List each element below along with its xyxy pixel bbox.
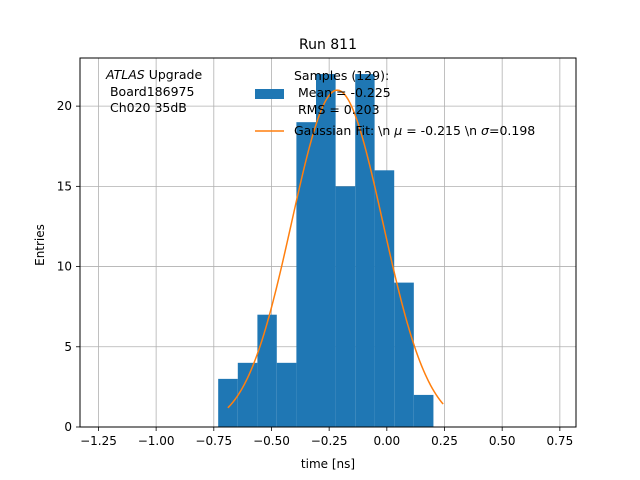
x-tick-label: −0.75 [195, 434, 232, 448]
histogram-bar [413, 394, 434, 427]
fit-label-mid: = -0.215 \n [402, 123, 481, 138]
x-axis-label: time [ns] [301, 457, 355, 471]
fit-label-post: =0.198 [489, 123, 535, 138]
sigma-symbol: σ [481, 123, 490, 138]
atlas-label: ATLAS [105, 67, 145, 82]
atlas-annotation: ATLAS Upgrade Board186975 Ch020 35dB [105, 67, 202, 115]
y-tick-label: 20 [57, 99, 72, 113]
legend-swatch-samples [255, 89, 284, 99]
histogram-bar [335, 186, 356, 427]
x-tick-label: −1.25 [80, 434, 117, 448]
x-tick-label: −0.50 [253, 434, 290, 448]
axes-frame [79, 57, 577, 428]
x-tick-label: 0.00 [373, 434, 400, 448]
gaussian-fit [227, 89, 444, 409]
legend-samples-line-3: RMS = 0.203 [294, 102, 380, 117]
histogram-bars [218, 74, 434, 427]
axis-ticks: −1.25 −1.00 −0.75 −0.50 −0.25 0.00 0.25 0.50 0.7… [57, 99, 573, 448]
x-tick-label: 0.75 [546, 434, 573, 448]
histogram-bar [374, 170, 395, 427]
histogram-bar [257, 314, 277, 427]
annotation-line-3: Ch020 35dB [106, 100, 187, 115]
x-tick-label: 0.50 [489, 434, 516, 448]
x-tick-label: −0.25 [311, 434, 348, 448]
legend: Samples (129): Mean = -0.225 RMS = 0.203… [255, 68, 535, 138]
gaussian-fit-curve [227, 89, 444, 409]
chart-title: Run 811 [299, 37, 357, 53]
histogram-bar [296, 122, 317, 427]
histogram-bar [218, 378, 238, 427]
legend-fit-label: Gaussian Fit: \n μ = -0.215 \n σ=0.198 [294, 123, 535, 138]
y-tick-label: 0 [64, 420, 72, 434]
histogram-bar [237, 362, 258, 427]
histogram-bar [355, 74, 375, 427]
histogram-bar [394, 282, 414, 427]
annotation-line-2: Board186975 [106, 84, 194, 99]
upgrade-label: Upgrade [145, 67, 203, 82]
y-axis-label: Entries [33, 224, 47, 266]
x-tick-label: 0.25 [431, 434, 458, 448]
histogram-bar [316, 74, 336, 427]
legend-samples-line-1: Samples (129): [294, 68, 389, 83]
y-tick-label: 15 [57, 179, 72, 193]
annotation-line-1: ATLAS Upgrade [105, 67, 202, 82]
fit-label-pre: Gaussian Fit: \n [294, 123, 394, 138]
mu-symbol: μ [393, 123, 402, 138]
y-tick-label: 5 [64, 340, 72, 354]
legend-samples-line-2: Mean = -0.225 [294, 85, 391, 100]
y-tick-label: 10 [57, 260, 72, 274]
histogram-bar [276, 362, 297, 427]
x-tick-label: −1.00 [138, 434, 175, 448]
